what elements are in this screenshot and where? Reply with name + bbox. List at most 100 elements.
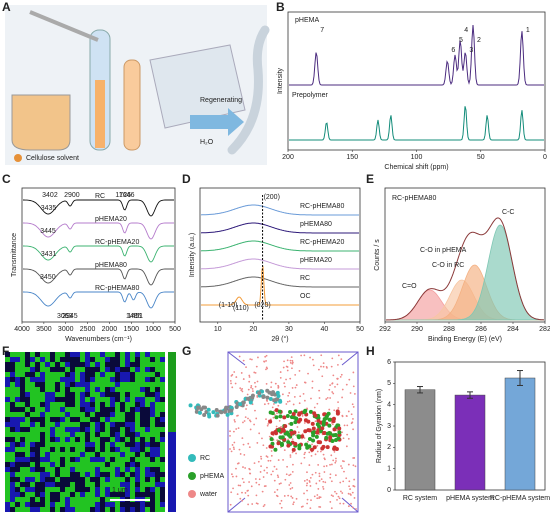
- map-cell: [30, 382, 35, 387]
- water: [256, 502, 259, 505]
- water: [302, 392, 305, 395]
- spectrum: [200, 222, 359, 234]
- map-cell: [105, 502, 110, 507]
- map-cell: [120, 422, 125, 427]
- map-cell: [90, 452, 95, 457]
- curve-label: pHEMA80: [300, 221, 332, 228]
- water: [337, 401, 339, 403]
- atom: [322, 430, 327, 435]
- map-cell: [125, 452, 130, 457]
- map-cell: [105, 462, 110, 467]
- water: [305, 484, 308, 487]
- map-cell: [55, 497, 60, 502]
- water: [306, 489, 308, 492]
- map-cell: [125, 492, 130, 497]
- map-cell: [130, 422, 135, 427]
- map-cell: [50, 392, 55, 397]
- water: [287, 394, 290, 397]
- water: [283, 382, 286, 385]
- water: [243, 420, 246, 422]
- x-tick-label: 0: [543, 154, 547, 161]
- water: [231, 475, 234, 478]
- map-cell: [30, 417, 35, 422]
- map-cell: [105, 397, 110, 402]
- water: [233, 448, 235, 450]
- map-cell: [50, 402, 55, 407]
- water: [276, 488, 279, 491]
- water: [351, 506, 354, 509]
- map-cell: [75, 437, 80, 442]
- water: [280, 425, 282, 428]
- water: [244, 492, 247, 494]
- water: [352, 428, 354, 431]
- map-cell: [150, 432, 155, 437]
- map-cell: [145, 367, 150, 372]
- map-cell: [20, 442, 25, 447]
- map-cell: [140, 452, 145, 457]
- map-cell: [150, 482, 155, 487]
- map-cell: [80, 402, 85, 407]
- map-cell: [50, 457, 55, 462]
- map-cell: [15, 432, 20, 437]
- map-cell: [155, 422, 160, 427]
- water: [254, 478, 257, 480]
- map-cell: [90, 457, 95, 462]
- map-cell: [60, 432, 65, 437]
- map-cell: [5, 372, 10, 377]
- water: [287, 438, 290, 441]
- plot-frame: [287, 11, 546, 151]
- map-cell: [130, 502, 135, 507]
- map-cell: [55, 457, 60, 462]
- map-cell: [160, 362, 165, 367]
- map-cell: [155, 492, 160, 497]
- map-cell: [75, 442, 80, 447]
- map-cell: [125, 387, 130, 392]
- map-cell: [145, 387, 150, 392]
- panel-letter: A: [2, 0, 11, 14]
- atom: [272, 398, 277, 403]
- atom: [238, 402, 243, 407]
- map-cell: [60, 397, 65, 402]
- afm-map: [5, 352, 165, 512]
- atom: [310, 447, 315, 452]
- map-cell: [25, 357, 30, 362]
- water: [253, 371, 256, 374]
- water: [296, 426, 299, 428]
- map-cell: [115, 362, 120, 367]
- atom: [337, 426, 342, 431]
- map-cell: [60, 372, 65, 377]
- map-cell: [90, 392, 95, 397]
- map-cell: [135, 412, 140, 417]
- map-cell: [70, 437, 75, 442]
- x-tick-label: 150: [346, 154, 358, 161]
- y-axis-label: Intensity (a.u.): [189, 233, 196, 277]
- water: [240, 372, 243, 374]
- atom: [241, 400, 246, 405]
- map-cell: [50, 397, 55, 402]
- map-cell: [65, 492, 70, 497]
- water: [341, 396, 344, 399]
- atom: [269, 437, 274, 442]
- map-cell: [140, 477, 145, 482]
- atom: [274, 415, 279, 420]
- x-tick-label: 290: [411, 326, 423, 333]
- map-cell: [65, 447, 70, 452]
- map-cell: [145, 382, 150, 387]
- map-cell: [115, 387, 120, 392]
- map-cell: [90, 472, 95, 477]
- map-cell: [30, 402, 35, 407]
- map-cell: [65, 437, 70, 442]
- water: [233, 371, 236, 373]
- map-cell: [25, 452, 30, 457]
- map-cell: [105, 352, 110, 357]
- map-cell: [85, 362, 90, 367]
- map-cell: [15, 377, 20, 382]
- map-cell: [95, 482, 100, 487]
- map-cell: [40, 362, 45, 367]
- map-cell: [150, 477, 155, 482]
- water: [288, 474, 291, 477]
- map-cell: [15, 402, 20, 407]
- map-cell: [105, 372, 110, 377]
- map-cell: [20, 422, 25, 427]
- map-cell: [85, 457, 90, 462]
